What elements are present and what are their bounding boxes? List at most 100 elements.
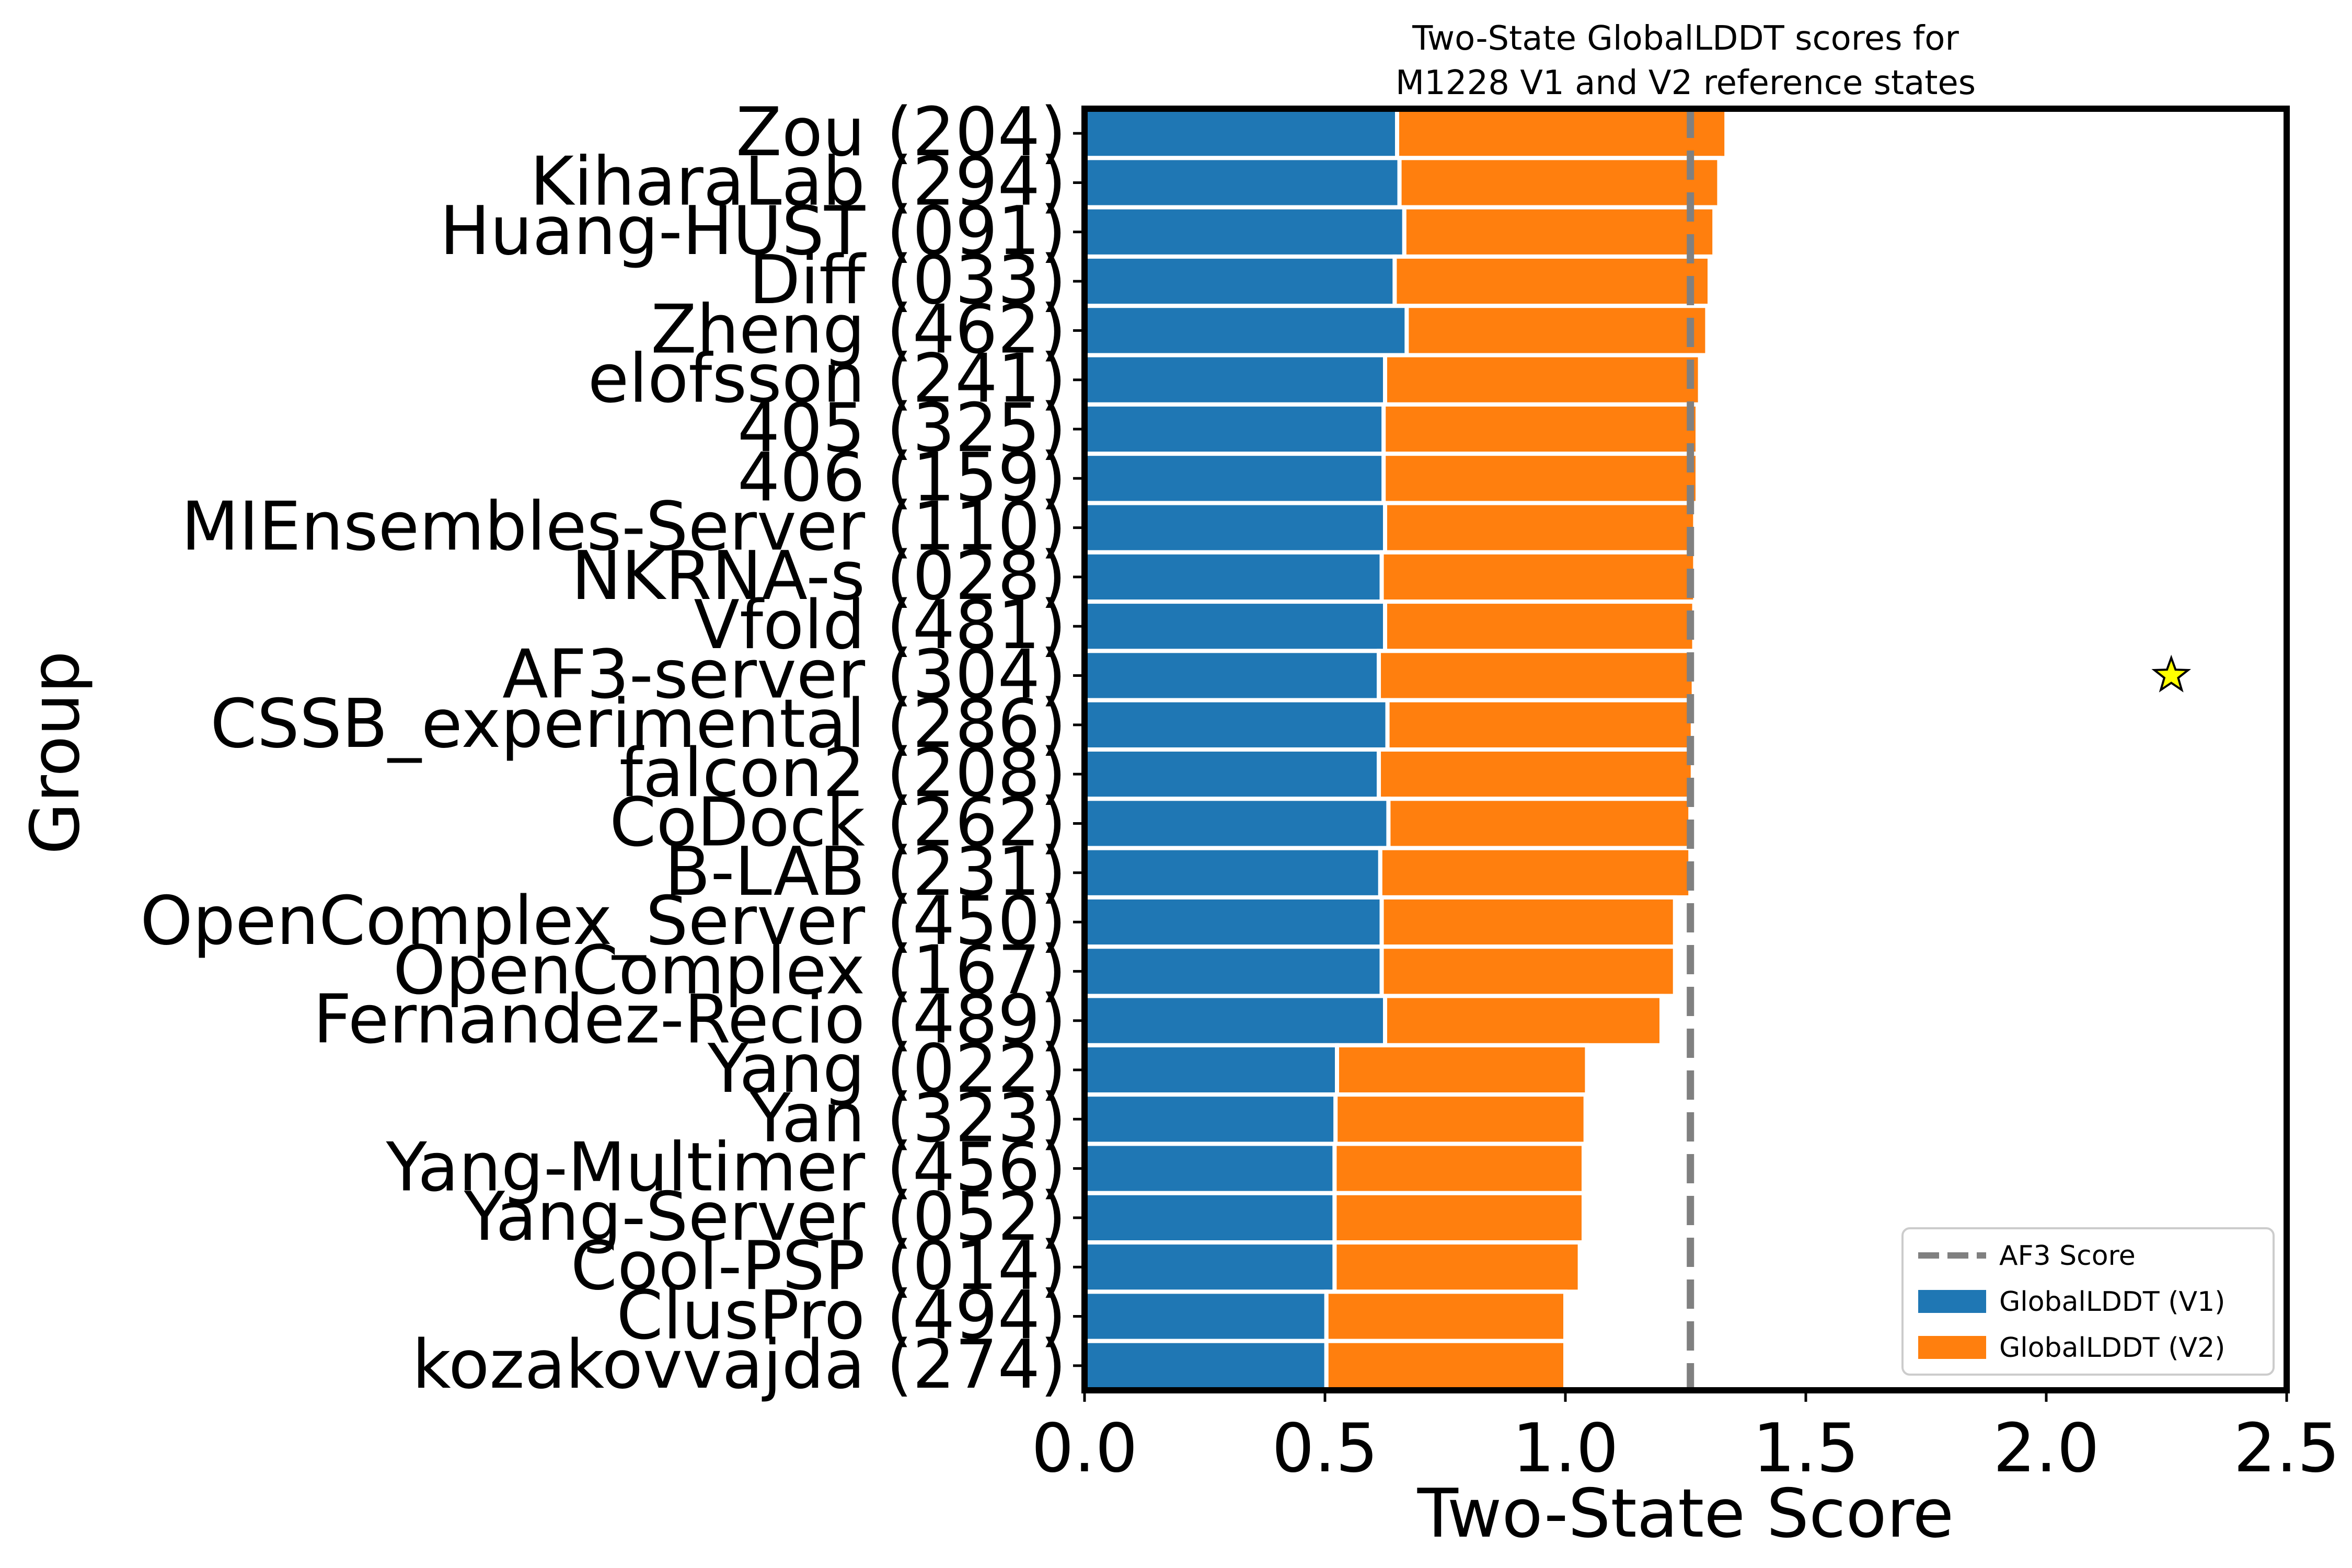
y-tick-label: NKRNA-s (028) [571,537,1066,615]
bar-v2-406-159 [1381,452,1700,505]
x-tick-label: 0.0 [1031,1410,1138,1488]
bar-v1-opencomplex-server-450 [1082,895,1384,949]
y-tick-label: kozakovvajda (274) [412,1326,1066,1404]
y-tick-label: KiharaLab (294) [530,143,1066,221]
bar-v1-kiharalab-294 [1082,156,1402,210]
bar-v2-zheng-462 [1404,304,1710,358]
bar-v1-b-lab-231 [1082,846,1382,900]
bar-v2-zou-204 [1395,107,1729,160]
x-tick-label: 0.5 [1272,1410,1378,1488]
legend-swatch [1918,1290,1986,1313]
marker-group [2151,654,2192,693]
bars-group [1082,107,1729,1393]
bar-v2-elofsson-241 [1383,353,1702,407]
legend-swatch [1918,1336,1986,1359]
bar-v2-405-325 [1381,402,1700,456]
bar-v2-nkrna-s-028 [1379,550,1698,604]
bar-v1-cssb-experimental-286 [1082,698,1390,752]
bar-v2-opencomplex-167 [1379,944,1677,998]
legend-box [1901,1227,2275,1376]
y-tick-label: Fernandez-Recio (489) [313,981,1066,1059]
bar-v2-b-lab-231 [1378,846,1693,900]
legend-item-af3-score: AF3 Score [1918,1240,2136,1272]
bar-v2-fernandez-recio-489 [1383,994,1664,1047]
legend: AF3 Score GlobalLDDT (V1) GlobalLDDT (V2) [1901,1227,2275,1376]
bar-v2-huang-hust-091 [1402,205,1717,259]
y-tick-label: Zheng (462) [651,291,1066,368]
bar-v1-diff-033 [1082,254,1397,308]
y-tick-label: Vfold (481) [694,586,1066,664]
bar-v2-cool-psp-014 [1332,1240,1582,1294]
star-marker [2151,654,2192,693]
y-axis-label: Group [17,651,95,855]
bar-v1-zheng-462 [1082,304,1409,358]
bar-v2-diff-033 [1392,254,1712,308]
y-tick-label: CSSB_experimental (286) [210,685,1066,763]
y-tick-label: Cool-PSP (014) [571,1227,1066,1305]
bar-v2-af3-server-304 [1377,649,1696,702]
y-tick-label: AF3-server (304) [502,636,1066,714]
legend-item-globallddt-v1: GlobalLDDT (V1) [1918,1286,2225,1318]
bar-v1-vfold-481 [1082,599,1387,653]
bar-v1-miensembles-server-110 [1082,501,1387,555]
bar-v2-kiharalab-294 [1397,156,1722,210]
legend-label: AF3 Score [1999,1240,2136,1272]
y-tick-label: elofsson (241) [588,340,1066,418]
y-tick-label: Yang (022) [707,1030,1066,1108]
y-tick-label: CoDock (262) [609,783,1066,861]
bar-v1-falcon2-208 [1082,747,1381,801]
chart-title-line-1: Two-State GlobalLDDT scores for [1412,19,1959,58]
legend-item-globallddt-v2: GlobalLDDT (V2) [1918,1332,2225,1364]
bar-v1-405-325 [1082,402,1386,456]
bar-v1-huang-hust-091 [1082,205,1406,259]
y-tick-label: Yan (323) [750,1079,1066,1157]
chart-title-line-2: M1228 V1 and V2 reference states [1396,64,1976,102]
bar-v2-miensembles-server-110 [1383,501,1698,555]
legend-label: GlobalLDDT (V2) [1999,1332,2225,1364]
bar-v1-opencomplex-167 [1082,944,1384,998]
y-tick-label: falcon2 (208) [619,734,1066,812]
y-tick-label: Yang-Multimer (456) [386,1129,1066,1207]
bar-v1-elofsson-241 [1082,353,1387,407]
y-tick-label: 405 (325) [737,389,1066,467]
y-tick-label: OpenComplex (167) [393,931,1066,1009]
bar-v2-yang-server-052 [1332,1191,1586,1245]
y-tick-label: Diff (033) [749,241,1066,319]
bar-v1-406-159 [1082,452,1386,505]
bar-v1-codock-262 [1082,797,1391,850]
x-tick-label: 1.0 [1512,1410,1619,1488]
x-axis-ticks: 0.0 0.5 1.0 1.5 2.0 2.5 [1031,1390,2340,1488]
bar-v2-yang-multimer-456 [1332,1142,1586,1195]
bar-v1-yang-022 [1082,1043,1339,1097]
x-tick-label: 2.0 [1993,1410,2100,1488]
x-tick-label: 2.5 [2233,1410,2340,1488]
y-tick-label: ClusPro (494) [616,1277,1066,1355]
bar-v2-yang-022 [1335,1043,1589,1097]
bar-v2-falcon2-208 [1377,747,1695,801]
y-tick-label: B-LAB (231) [665,833,1067,911]
bar-v2-vfold-481 [1383,599,1697,653]
bar-v2-opencomplex-server-450 [1379,895,1677,949]
bar-v2-cssb-experimental-286 [1385,698,1695,752]
y-tick-label: Huang-HUST (091) [440,192,1066,270]
y-tick-label: Yang-Server (052) [464,1178,1066,1256]
bar-v1-kozakovvajda-274 [1082,1339,1329,1393]
y-tick-label: 406 (159) [737,439,1066,516]
bar-v1-cool-psp-014 [1082,1240,1337,1294]
y-tick-label: MIEnsembles-Server (110) [181,488,1066,566]
bar-v1-fernandez-recio-489 [1082,994,1387,1047]
bar-v1-yan-323 [1082,1092,1338,1146]
bar-v2-kozakovvajda-274 [1324,1339,1567,1393]
y-tick-label: Zou (204) [736,94,1066,171]
legend-label: GlobalLDDT (V1) [1999,1286,2225,1318]
bar-v1-zou-204 [1082,107,1399,160]
plot-frame [1081,106,2290,1393]
bar-v1-nkrna-s-028 [1082,550,1384,604]
bar-v1-yang-server-052 [1082,1191,1337,1245]
y-axis-ticks: Zou (204)KiharaLab (294)Huang-HUST (091)… [140,94,1085,1404]
bar-v2-codock-262 [1386,797,1693,850]
x-tick-label: 1.5 [1753,1410,1859,1488]
y-tick-label: OpenComplex_Server (450) [140,882,1066,960]
bar-v2-yan-323 [1333,1092,1588,1146]
